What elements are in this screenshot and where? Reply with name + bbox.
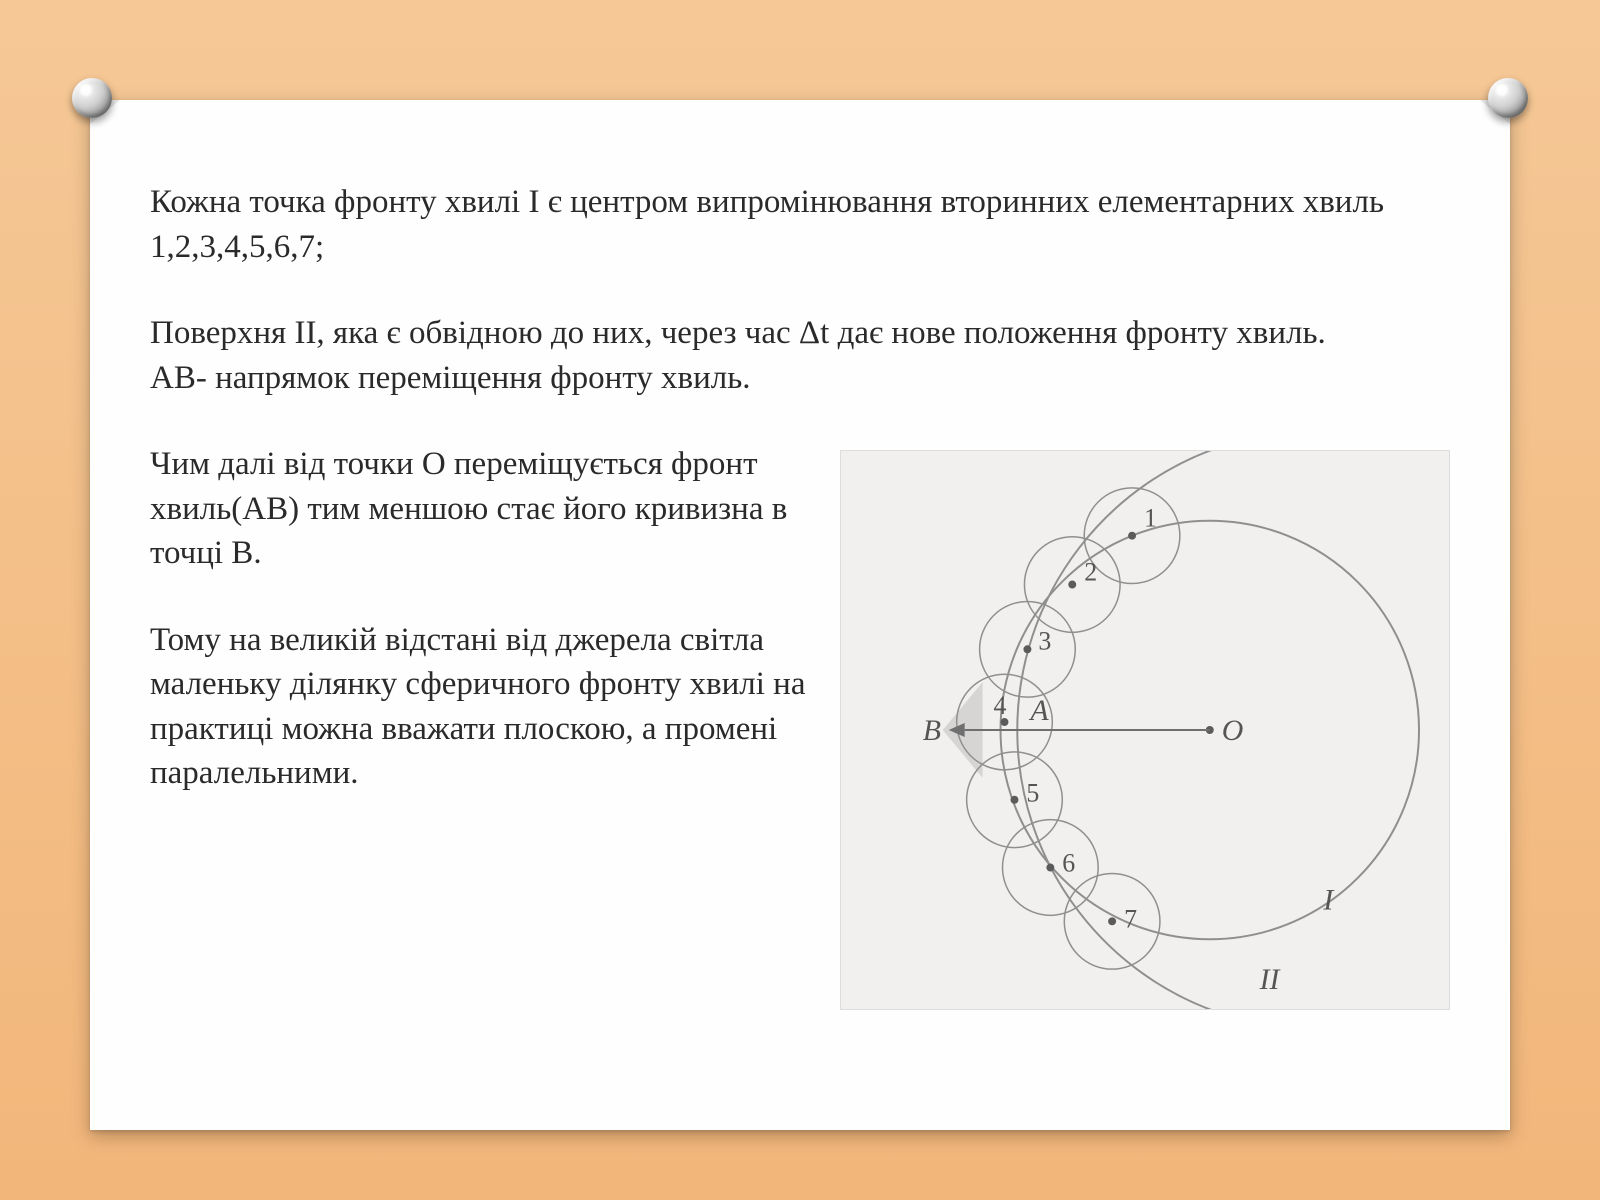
pushpin-left bbox=[72, 78, 112, 118]
wavelet-5-label: 5 bbox=[1026, 779, 1039, 808]
label-a: A bbox=[1028, 694, 1049, 727]
paragraph-5: Тому на великій відстані від джерела сві… bbox=[150, 618, 840, 796]
wavelet-5-dot bbox=[1010, 796, 1018, 804]
paper-sheet: Кожна точка фронту хвилі І є центром вип… bbox=[90, 100, 1510, 1130]
wavelet-4-label: 4 bbox=[994, 691, 1007, 720]
wavelet-7-label: 7 bbox=[1124, 904, 1137, 933]
wavelet-1-label: 1 bbox=[1144, 504, 1157, 533]
wavelet-1-dot bbox=[1128, 532, 1136, 540]
pushpin-right bbox=[1488, 78, 1528, 118]
wavelet-2-label: 2 bbox=[1084, 558, 1097, 587]
label-ii: II bbox=[1259, 963, 1282, 996]
wavelet-6-dot bbox=[1046, 864, 1054, 872]
wavelet-6-label: 6 bbox=[1062, 848, 1075, 877]
label-b: B bbox=[923, 714, 941, 747]
wavelet-7-dot bbox=[1108, 917, 1116, 925]
paragraph-3: АВ- напрямок переміщення фронту хвиль. bbox=[150, 356, 840, 401]
wavelet-2-dot bbox=[1068, 581, 1076, 589]
diagram-svg: 1 2 3 4 5 6 7 bbox=[841, 451, 1449, 1009]
wavelet-3-label: 3 bbox=[1038, 626, 1051, 655]
paragraph-4: Чим далі від точки О переміщується фронт… bbox=[150, 442, 840, 576]
paragraph-2: Поверхня ІІ, яка є обвідною до них, чере… bbox=[150, 311, 1430, 356]
wavelet-3-dot bbox=[1023, 645, 1031, 653]
paragraph-1: Кожна точка фронту хвилі І є центром вип… bbox=[150, 180, 1430, 269]
label-o: O bbox=[1222, 714, 1244, 747]
huygens-diagram: 1 2 3 4 5 6 7 bbox=[840, 450, 1450, 1010]
